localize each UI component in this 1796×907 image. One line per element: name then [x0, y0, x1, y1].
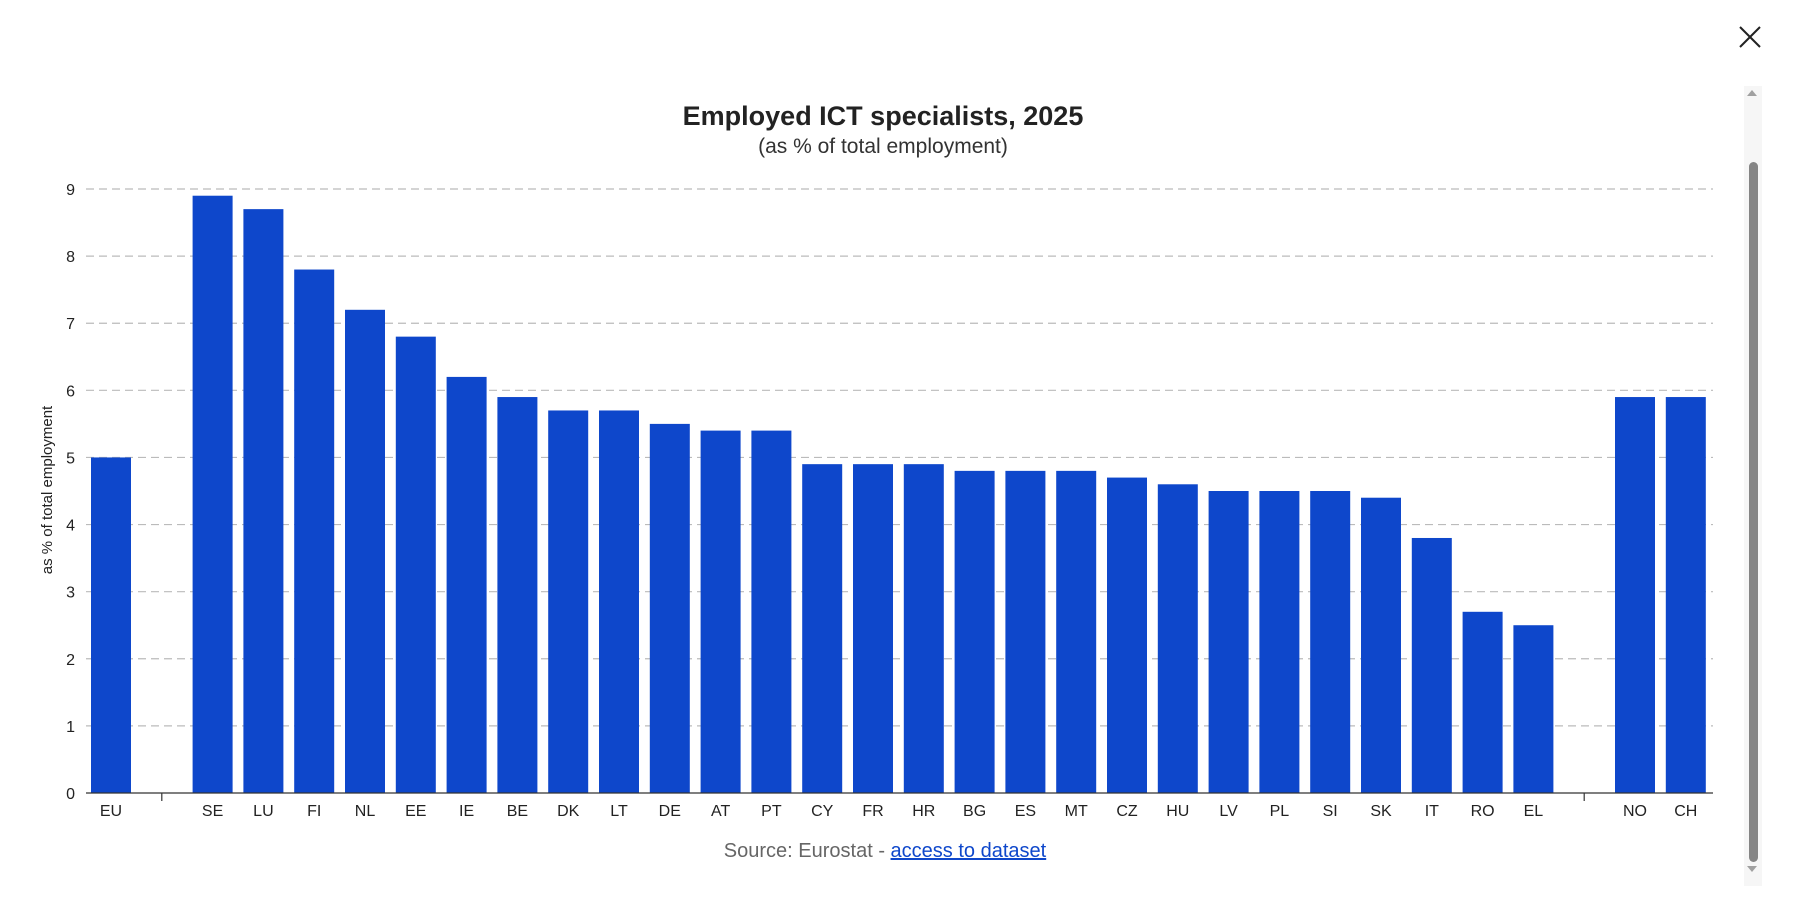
close-button[interactable] — [1735, 22, 1765, 52]
dataset-link[interactable]: access to dataset — [890, 840, 1047, 862]
x-tick-label: AT — [711, 803, 730, 820]
bar-at[interactable] — [700, 430, 741, 793]
bars — [91, 195, 1706, 794]
bar-lv[interactable] — [1208, 491, 1249, 793]
x-tick-label: IE — [459, 803, 474, 820]
x-tick-label: NO — [1623, 803, 1647, 820]
bar-hr[interactable] — [903, 464, 944, 793]
x-tick-label: EU — [100, 803, 122, 820]
x-tick-label: NL — [355, 803, 376, 820]
x-tick-label: RO — [1471, 803, 1495, 820]
bar-ee[interactable] — [395, 336, 436, 793]
bar-lu[interactable] — [243, 209, 284, 794]
bar-dk[interactable] — [548, 410, 589, 793]
x-tick-label: IT — [1425, 803, 1439, 820]
x-tick-label: FI — [307, 803, 321, 820]
y-tick-label: 0 — [66, 786, 75, 803]
x-tick-label: DE — [659, 803, 681, 820]
x-tick-label: BE — [507, 803, 528, 820]
x-tick-label: CH — [1674, 803, 1697, 820]
y-tick-label: 5 — [66, 450, 75, 467]
x-tick-label: HU — [1166, 803, 1189, 820]
x-tick-label: FR — [862, 803, 883, 820]
y-tick-label: 3 — [66, 585, 75, 602]
y-tick-label: 7 — [66, 316, 75, 333]
x-tick-label: SK — [1370, 803, 1392, 820]
scroll-down-arrow-icon[interactable] — [1747, 866, 1757, 872]
x-tick-label: DK — [557, 803, 580, 820]
bar-hu[interactable] — [1157, 484, 1198, 793]
x-tick-label: MT — [1065, 803, 1088, 820]
bar-be[interactable] — [497, 397, 538, 793]
bar-de[interactable] — [649, 423, 690, 793]
x-tick-label: LU — [253, 803, 273, 820]
y-tick-label: 6 — [66, 383, 75, 400]
y-tick-label: 8 — [66, 249, 75, 266]
source-text: Source: Eurostat - — [723, 840, 891, 862]
y-tick-label: 4 — [66, 518, 75, 535]
bar-ch[interactable] — [1665, 397, 1706, 793]
x-tick-label: SE — [202, 803, 223, 820]
scroll-up-arrow-icon[interactable] — [1747, 90, 1757, 96]
scrollbar-thumb[interactable] — [1749, 162, 1758, 862]
bar-ro[interactable] — [1462, 611, 1503, 793]
bar-el[interactable] — [1513, 625, 1554, 793]
x-tick-label: EE — [405, 803, 426, 820]
x-tick-label: HR — [912, 803, 935, 820]
x-tick-label: PL — [1270, 803, 1290, 820]
x-tick-label: CY — [811, 803, 834, 820]
bar-cz[interactable] — [1107, 477, 1147, 793]
x-tick-label: LV — [1219, 803, 1238, 820]
bar-no[interactable] — [1615, 397, 1655, 793]
bar-pl[interactable] — [1259, 491, 1300, 793]
bar-bg[interactable] — [954, 470, 995, 793]
x-tick-label: LT — [610, 803, 628, 820]
bar-mt[interactable] — [1056, 470, 1097, 793]
bar-lt[interactable] — [599, 410, 639, 793]
y-tick-label: 2 — [66, 652, 75, 669]
chart-subtitle: (as % of total employment) — [758, 135, 1008, 158]
x-tick-label: EL — [1524, 803, 1544, 820]
x-tick-label: CZ — [1116, 803, 1138, 820]
bar-sk[interactable] — [1361, 497, 1401, 793]
bar-es[interactable] — [1005, 470, 1046, 793]
y-tick-label: 1 — [66, 719, 75, 736]
x-tick-label: ES — [1015, 803, 1036, 820]
bar-nl[interactable] — [345, 309, 385, 793]
bar-eu[interactable] — [91, 457, 131, 793]
x-tick-label: BG — [963, 803, 986, 820]
x-tick-label: PT — [761, 803, 782, 820]
y-tick-label: 9 — [66, 182, 75, 199]
bar-ie[interactable] — [446, 376, 487, 793]
bar-se[interactable] — [192, 195, 233, 793]
x-tick-label: SI — [1323, 803, 1338, 820]
close-icon — [1739, 26, 1761, 48]
axes: 0 1 2 3 4 5 6 7 8 9 EU SE LU FI NL EE IE BE DK LT DE AT PT CY FR… — [66, 182, 1713, 820]
source-line: Source: Eurostat - access to dataset — [0, 840, 1770, 863]
bar-pt[interactable] — [751, 430, 792, 793]
bar-fi[interactable] — [294, 269, 335, 793]
bar-it[interactable] — [1411, 537, 1452, 793]
bar-si[interactable] — [1310, 491, 1351, 793]
chart-title: Employed ICT specialists, 2025 — [682, 101, 1084, 131]
y-axis-title: as % of total employment — [39, 405, 56, 574]
bar-cy[interactable] — [802, 464, 843, 793]
bar-fr[interactable] — [853, 464, 893, 793]
